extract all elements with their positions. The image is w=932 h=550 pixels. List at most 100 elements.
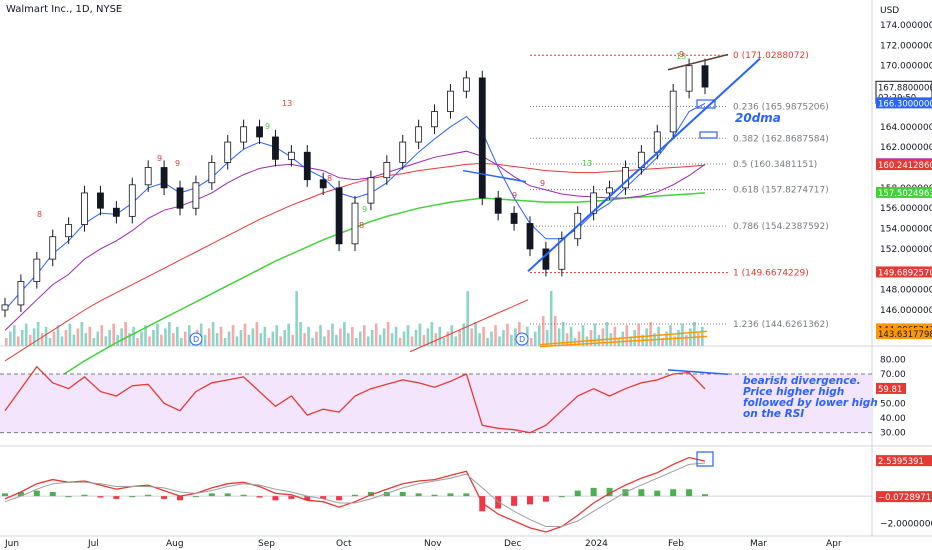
td-count-label: 13 (582, 159, 592, 168)
macd-histogram-bar (304, 496, 311, 501)
td-count-label: 9 (540, 179, 545, 188)
macd-histogram-bar (240, 494, 247, 497)
volume-bar (279, 336, 283, 346)
candle-body (128, 184, 136, 217)
volume-bar (569, 326, 573, 346)
rsi-tick-label: 40.00 (880, 414, 906, 424)
volume-bar (207, 328, 211, 346)
divergence-note: Price higher high (743, 386, 844, 398)
volume-bar (406, 325, 410, 346)
macd-histogram-bar (399, 492, 406, 497)
volume-bar (44, 326, 48, 346)
volume-bar (132, 326, 135, 346)
volume-bar (434, 333, 438, 346)
macd-histogram-bar (590, 487, 597, 497)
price-tag (876, 266, 932, 278)
highlight-box (699, 131, 718, 139)
volume-bar (40, 333, 44, 346)
td-count-label: 9 (512, 191, 517, 200)
macd-histogram-bar (161, 496, 168, 499)
candle-body (335, 187, 343, 245)
volume-bar (251, 328, 255, 346)
macd-histogram-bar (574, 490, 581, 497)
resistance-line (462, 169, 527, 183)
fib-level-label: 0.236 (165.9875206) (733, 103, 829, 113)
rsi-line (4, 365, 706, 434)
volume-bar (410, 336, 414, 346)
macd-histogram-bar (686, 489, 693, 497)
volume-bar (52, 331, 56, 346)
price-tick-label: 174.0000000 (880, 21, 932, 31)
volume-bar (454, 336, 458, 346)
volume-bar (144, 325, 147, 346)
volume-bar (172, 333, 175, 346)
volume-bar (358, 331, 362, 346)
volume-bar (255, 322, 259, 346)
ma50-line (4, 150, 706, 331)
volume-bar (183, 331, 187, 346)
volume-bar (514, 328, 517, 346)
rsi-tick-label: 80.00 (880, 355, 906, 365)
volume-bar (263, 326, 267, 346)
volume-bar (605, 322, 609, 346)
volume-bar (530, 338, 533, 346)
candle-body (303, 151, 311, 181)
td-count-label: 8 (327, 174, 332, 183)
candle-body (415, 126, 423, 143)
volume-bar (418, 323, 422, 346)
volume-bar (442, 338, 446, 346)
volume-bar (553, 316, 557, 346)
fib-level-label: 0 (171.0288072) (733, 51, 809, 61)
candle-body (33, 258, 41, 282)
volume-bar (673, 336, 676, 346)
volume-bar (386, 322, 390, 346)
candle-body (272, 136, 279, 160)
macd-histogram-bar (81, 494, 88, 497)
volume-bar (116, 334, 119, 346)
candle-body (208, 162, 216, 184)
macd-histogram-bar (336, 496, 343, 501)
volume-bar (80, 322, 84, 346)
volume-bar (180, 338, 183, 346)
volume-bar (430, 322, 434, 346)
volume-bar (378, 334, 382, 346)
volume-bar (351, 326, 354, 346)
macd-tag (876, 455, 932, 467)
volume-bar (5, 338, 8, 346)
volume-bar (12, 325, 16, 346)
volume-bar (422, 334, 426, 346)
volume-bar (219, 326, 223, 346)
volume-bar (303, 333, 306, 346)
price-tag (876, 97, 932, 109)
ma100-line (4, 162, 706, 362)
volume-bar (243, 323, 247, 346)
candle-body (669, 90, 677, 133)
volume-bars (5, 291, 704, 346)
volume-bar (124, 322, 127, 346)
volume-bar (60, 336, 64, 346)
volume-bar (283, 330, 287, 346)
volume-bar (259, 333, 263, 346)
td-count-label: 9 (265, 122, 270, 131)
macd-tick-label: −2.0000000 (880, 520, 932, 530)
macd-histogram-bar (606, 487, 613, 497)
macd-histogram-bar (558, 496, 565, 498)
macd-histogram-bar (320, 496, 327, 499)
macd-histogram-bar (97, 496, 104, 498)
macd-histogram-bar (542, 496, 549, 502)
macd-histogram-bar (463, 493, 470, 497)
highlight-box (696, 451, 714, 467)
rsi-tick-label: 70.00 (880, 370, 906, 380)
divergence-note: bearish divergence. (743, 375, 861, 387)
price-tag (876, 186, 932, 198)
volume-bar (613, 326, 617, 346)
macd-histogram-bar (113, 496, 120, 499)
td-count-label: 9 (362, 205, 367, 214)
candle-body (494, 197, 502, 214)
volume-bar (56, 325, 60, 346)
divergence-note: on the RSI (743, 408, 804, 420)
candle-body (65, 224, 73, 238)
volume-bar (446, 331, 450, 346)
volume-bar (502, 330, 505, 346)
volume-bar (362, 325, 366, 346)
